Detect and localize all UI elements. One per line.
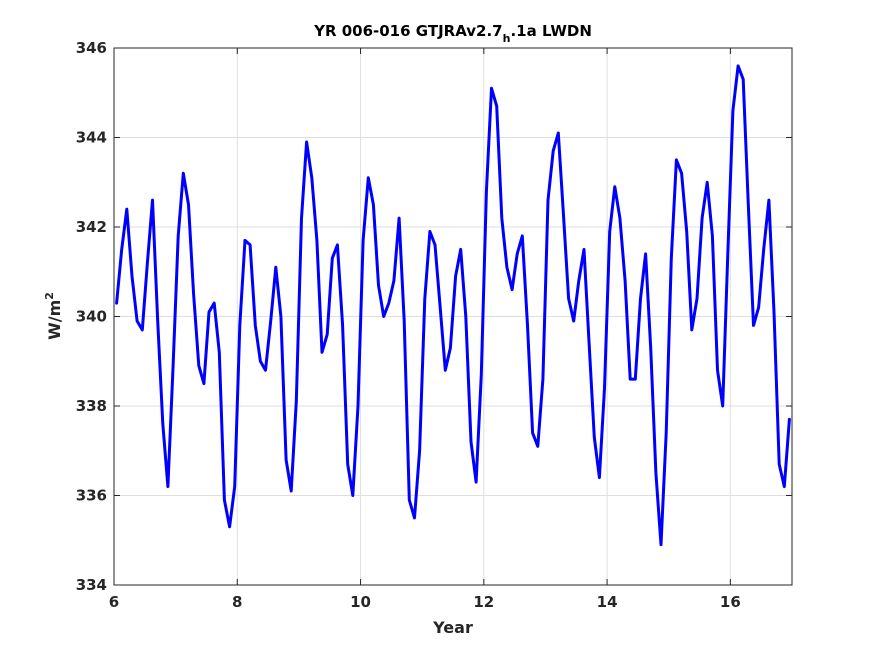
x-tick-label: 12: [473, 593, 494, 611]
x-axis-label: Year: [432, 618, 473, 637]
y-tick-label: 342: [76, 218, 107, 236]
y-tick-label: 334: [76, 576, 107, 594]
chart-title: YR 006-016 GTJRAv2.7h.1a LWDN: [313, 22, 592, 45]
y-tick-label: 346: [76, 39, 107, 57]
series-line: [115, 64, 791, 547]
y-tick-label: 336: [76, 487, 107, 505]
x-tick-label: 8: [232, 593, 242, 611]
axis-ticks: 6 8 10 12 14 16 334 336 338 340 342 344 346: [76, 39, 792, 611]
chart-title-end: .1a LWDN: [510, 22, 591, 40]
x-tick-label: 6: [109, 593, 119, 611]
y-axis-label: W/m2: [43, 292, 64, 340]
y-tick-label: 338: [76, 397, 107, 415]
x-tick-label: 14: [597, 593, 618, 611]
x-tick-label: 10: [350, 593, 371, 611]
y-tick-label: 344: [76, 129, 107, 147]
y-tick-label: 340: [76, 308, 107, 326]
y-axis-label-base: W/m: [45, 300, 64, 340]
x-tick-label: 16: [720, 593, 741, 611]
chart-title-subscript: h: [503, 32, 511, 45]
series-group: [115, 64, 791, 547]
chart-title-main: YR 006-016 GTJRAv2.7: [313, 22, 503, 40]
y-axis-label-superscript: 2: [43, 292, 56, 300]
